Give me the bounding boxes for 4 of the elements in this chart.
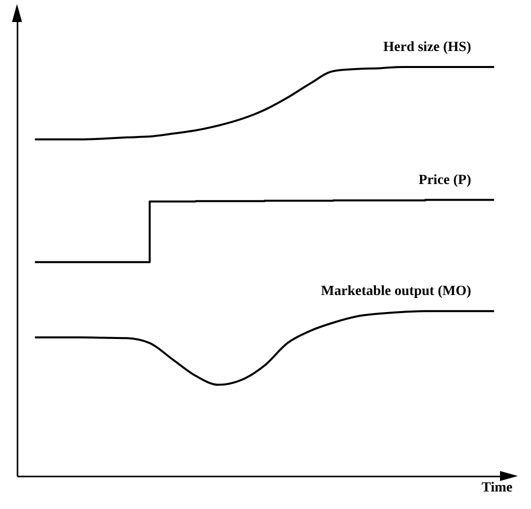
series-label: Herd size (HS) (383, 40, 472, 55)
series-label: Price (P) (418, 172, 472, 188)
series-label: Marketable output (MO) (321, 284, 472, 300)
x-axis-title: Time (482, 480, 512, 496)
